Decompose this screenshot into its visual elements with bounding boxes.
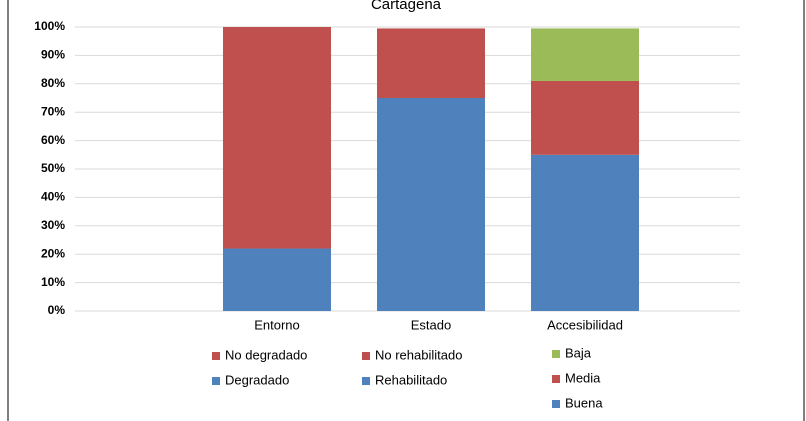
y-tick-label: 60% xyxy=(41,133,65,147)
legend-label: No rehabilitado xyxy=(375,347,462,362)
legend-label: Buena xyxy=(565,395,603,410)
bar-segment xyxy=(377,28,485,99)
legend-label: Media xyxy=(565,370,601,385)
legend-label: No degradado xyxy=(225,347,307,362)
legend-swatch xyxy=(552,375,560,383)
legend-swatch xyxy=(212,377,220,385)
chart-title: Cartagena xyxy=(371,0,442,13)
y-tick-label: 40% xyxy=(41,190,65,204)
x-tick-label: Estado xyxy=(411,317,451,332)
legend-swatch xyxy=(362,377,370,385)
bar-segment xyxy=(531,80,639,155)
y-tick-label: 20% xyxy=(41,246,65,260)
legend-label: Degradado xyxy=(225,372,289,387)
bar-segment xyxy=(223,248,331,311)
legend-swatch xyxy=(552,350,560,358)
y-tick-label: 100% xyxy=(34,19,65,33)
y-tick-label: 0% xyxy=(48,303,66,317)
legend-label: Baja xyxy=(565,345,592,360)
y-tick-label: 90% xyxy=(41,48,65,62)
legend-swatch xyxy=(212,352,220,360)
y-tick-label: 70% xyxy=(41,104,65,118)
y-tick-label: 10% xyxy=(41,275,65,289)
bar-segment xyxy=(223,27,331,249)
y-tick-label: 80% xyxy=(41,76,65,90)
x-tick-label: Entorno xyxy=(254,317,300,332)
legend-swatch xyxy=(552,400,560,408)
bar-segment xyxy=(531,154,639,311)
legend-label: Rehabilitado xyxy=(375,372,447,387)
bar-segment xyxy=(531,28,639,81)
bar-segment xyxy=(377,98,485,311)
legend-swatch xyxy=(362,352,370,360)
x-tick-label: Accesibilidad xyxy=(547,317,623,332)
y-tick-label: 30% xyxy=(41,218,65,232)
y-tick-label: 50% xyxy=(41,161,65,175)
